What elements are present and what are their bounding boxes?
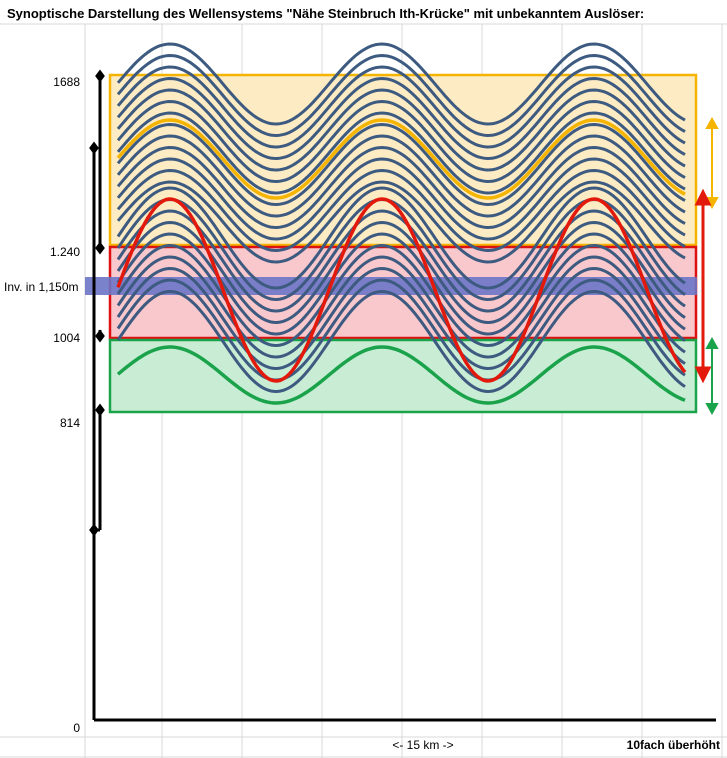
green-amplitude-arrow [705, 336, 719, 416]
wave-line [116, 76, 686, 161]
wave-line [116, 88, 686, 172]
wave-line [116, 232, 686, 336]
wave-line [116, 209, 686, 313]
wave-line [116, 168, 686, 253]
diagram-title: Synoptische Darstellung des Wellensystem… [7, 6, 645, 21]
label-inversion: Inv. in 1,150m [4, 280, 78, 294]
wave-line [116, 134, 686, 218]
red-streamline [116, 197, 687, 383]
wave-line [116, 122, 686, 207]
label-1240: 1.240 [50, 245, 80, 259]
yellow-amplitude-arrow [705, 116, 719, 210]
altitude-brackets [89, 69, 105, 537]
wave-line [116, 111, 686, 195]
wave-lines [116, 42, 686, 394]
label-1004: 1004 [53, 331, 80, 345]
red-amplitude-arrow [694, 188, 712, 384]
wave-line [116, 157, 686, 241]
wave-line [116, 180, 686, 264]
wave-line [116, 243, 686, 348]
wave-line [116, 220, 686, 325]
exaggeration-label: 10fach überhöht [627, 738, 720, 752]
wave-line [116, 278, 686, 382]
yellow-streamline [116, 118, 686, 200]
label-814: 814 [60, 416, 80, 430]
wave-line [116, 186, 686, 290]
label-1688: 1688 [53, 75, 80, 89]
scale-label: <- 15 km -> [392, 738, 453, 752]
wave-line [116, 255, 686, 359]
wave-line [116, 145, 686, 230]
axes [92, 148, 716, 722]
wave-line [116, 42, 686, 126]
label-0: 0 [73, 721, 80, 735]
green-streamline [116, 345, 686, 405]
wave-line [116, 65, 686, 149]
wave-line [116, 289, 686, 394]
wave-line [116, 99, 686, 184]
wave-line [116, 53, 686, 138]
wave-line [116, 266, 686, 371]
